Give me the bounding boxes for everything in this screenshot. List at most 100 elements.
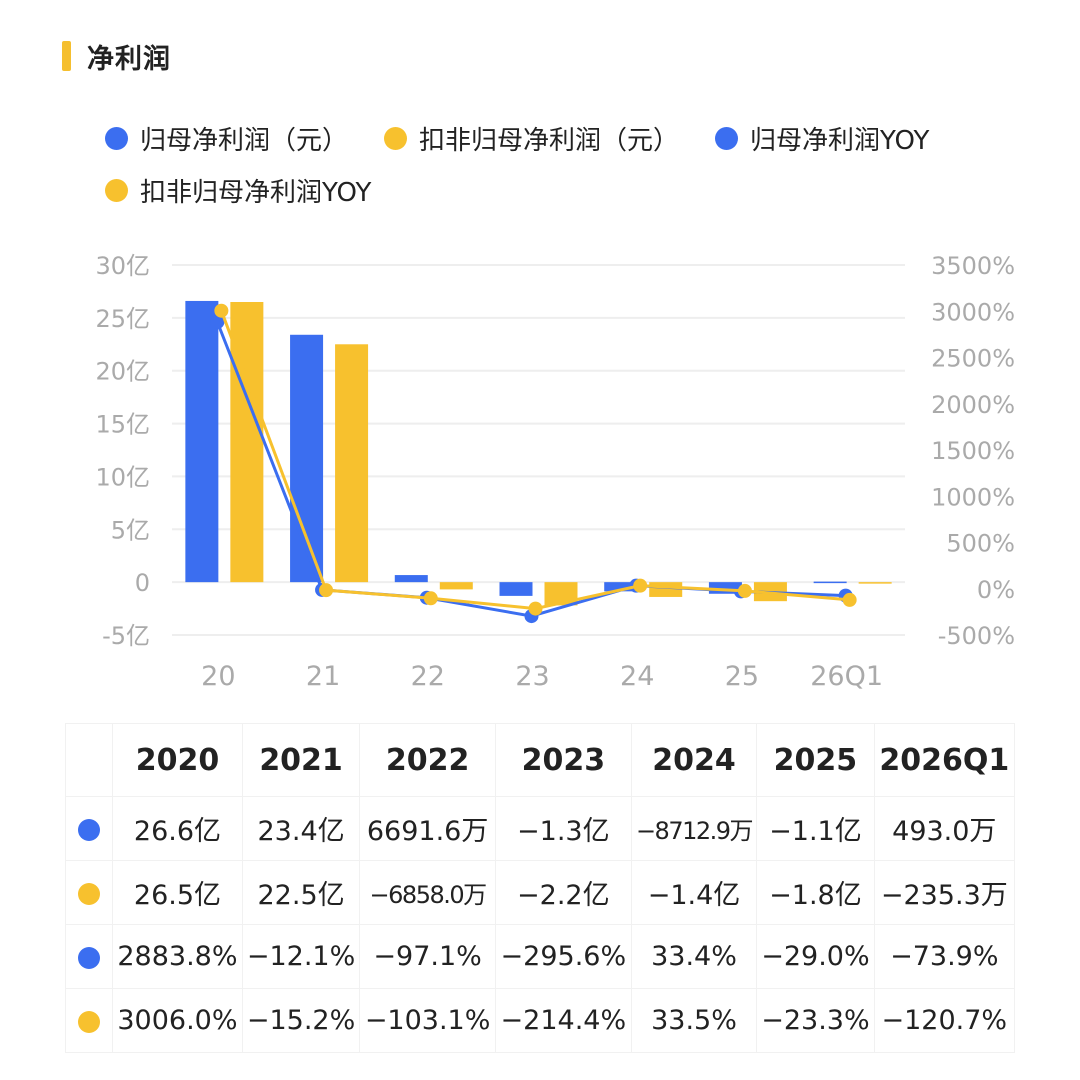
- legend-row-2: 扣非归母净利润YOY: [105, 164, 1005, 216]
- row-dot-cell: [65, 924, 113, 989]
- table-row: 2883.8% −12.1% −97.1% −295.6% 33.4% −29.…: [65, 924, 1016, 989]
- data-table: 2020 2021 2022 2023 2024 2025 2026Q1 26.…: [65, 723, 1016, 1053]
- table-cell: −1.1亿: [756, 796, 875, 861]
- bar-deducted-net-profit: [649, 582, 683, 597]
- bar-parent-net-profit: [813, 581, 847, 584]
- legend-label: 归母净利润（元）: [140, 125, 349, 156]
- table-cell: −295.6%: [494, 924, 632, 989]
- table-cell: −235.3万: [873, 860, 1016, 925]
- chart-legend: 归母净利润（元） 扣非归母净利润（元） 归母净利润YOY 扣非归母净利润YOY: [105, 112, 1005, 216]
- table-header-cell: 2022: [359, 723, 496, 797]
- right-axis-tick-label: 500%: [946, 530, 1015, 558]
- legend-dot-icon: [384, 126, 408, 150]
- left-axis-tick-label: 25亿: [95, 305, 150, 333]
- section-header: 净利润: [62, 36, 171, 76]
- left-axis-tick-label: 0: [135, 569, 150, 597]
- table-header-cell: 2024: [630, 723, 758, 797]
- table-cell: −12.1%: [241, 924, 361, 989]
- right-axis-tick-label: -500%: [938, 622, 1015, 650]
- legend-dot-icon: [105, 178, 128, 202]
- legend-dot-icon: [715, 126, 739, 150]
- bar-deducted-net-profit: [439, 582, 473, 590]
- bar-deducted-net-profit: [858, 582, 892, 584]
- legend-row-1: 归母净利润（元） 扣非归母净利润（元） 归母净利润YOY: [105, 112, 1005, 164]
- table-cell: 6691.6万: [359, 796, 496, 861]
- table-cell: 26.6亿: [112, 796, 243, 861]
- table-header-cell: 2023: [494, 723, 632, 797]
- table-cell: −6858.0万: [359, 860, 496, 925]
- point-deducted-yoy: [319, 583, 334, 598]
- row-dot-icon: [78, 1010, 100, 1033]
- right-axis-tick-label: 0%: [977, 576, 1015, 604]
- left-axis-tick-label: 20亿: [95, 358, 150, 386]
- bar-parent-net-profit: [394, 575, 428, 583]
- point-deducted-yoy: [423, 591, 438, 606]
- point-deducted-yoy: [528, 601, 543, 616]
- point-deducted-yoy: [737, 583, 752, 598]
- table-cell: 2883.8%: [112, 924, 243, 989]
- table-cell: 26.5亿: [112, 860, 243, 925]
- table-cell: −1.3亿: [494, 796, 632, 861]
- table-cell: 23.4亿: [241, 796, 361, 861]
- table-cell: −1.8亿: [756, 860, 875, 925]
- bar-parent-net-profit: [499, 582, 533, 596]
- table-cell: −2.2亿: [494, 860, 632, 925]
- legend-item-parent-yoy[interactable]: 归母净利润YOY: [715, 120, 929, 157]
- table-cell: 22.5亿: [241, 860, 361, 925]
- table-header-empty: [65, 723, 113, 797]
- x-axis-tick-label: 26Q1: [810, 661, 883, 692]
- row-dot-icon: [78, 818, 100, 841]
- table-cell: −73.9%: [873, 924, 1016, 989]
- net-profit-chart: 30亿 25亿 20亿 15亿 10亿 5亿 0 -5亿 3500% 3000% 2500% 2000…: [95, 252, 1015, 692]
- table-header-cell: 2021: [241, 723, 361, 797]
- bar-parent-net-profit: [708, 582, 742, 594]
- row-dot-cell: [65, 988, 113, 1053]
- table-header-cell: 2026Q1: [873, 723, 1016, 797]
- table-header-cell: 2025: [756, 723, 875, 797]
- left-axis-tick-label: 10亿: [95, 463, 150, 491]
- bar-parent-net-profit: [185, 300, 219, 583]
- legend-item-deducted-yoy[interactable]: 扣非归母净利润YOY: [105, 172, 371, 209]
- table-cell: −29.0%: [756, 924, 875, 989]
- right-axis-tick-label: 2500%: [931, 345, 1015, 373]
- legend-item-parent-net-profit[interactable]: 归母净利润（元）: [105, 120, 348, 157]
- table-cell: −23.3%: [756, 988, 875, 1053]
- x-axis-tick-label: 25: [725, 661, 759, 692]
- table-cell: −103.1%: [359, 988, 496, 1053]
- bar-deducted-net-profit: [335, 344, 369, 583]
- table-cell: 493.0万: [873, 796, 1016, 861]
- legend-item-deducted-net-profit[interactable]: 扣非归母净利润（元）: [384, 120, 679, 157]
- left-axis-tick-label: 30亿: [95, 252, 150, 280]
- x-axis-tick-label: 24: [620, 661, 654, 692]
- right-axis-tick-label: 2000%: [931, 391, 1015, 419]
- x-axis-tick-label: 20: [201, 661, 235, 692]
- point-parent-yoy: [210, 314, 225, 329]
- table-row: 26.6亿 23.4亿 6691.6万 −1.3亿 −8712.9万 −1.1亿…: [65, 796, 1016, 861]
- row-dot-icon: [78, 882, 100, 905]
- legend-label: 扣非归母净利润（元）: [419, 125, 680, 156]
- point-deducted-yoy: [214, 303, 229, 318]
- bar-parent-net-profit: [290, 334, 324, 583]
- row-dot-icon: [78, 946, 100, 969]
- table-cell: −15.2%: [241, 988, 361, 1053]
- right-axis-tick-label: 1500%: [931, 437, 1015, 465]
- point-deducted-yoy: [842, 592, 857, 607]
- table-row: 3006.0% −15.2% −103.1% −214.4% 33.5% −23…: [65, 988, 1016, 1053]
- bar-deducted-net-profit: [544, 582, 578, 606]
- section-title: 净利润: [87, 43, 171, 75]
- row-dot-cell: [65, 796, 113, 861]
- legend-dot-icon: [105, 126, 128, 150]
- bar-parent-net-profit: [604, 582, 638, 592]
- accent-bar: [62, 41, 71, 71]
- x-axis-tick-label: 23: [515, 661, 549, 692]
- table-cell: −214.4%: [494, 988, 632, 1053]
- row-dot-cell: [65, 860, 113, 925]
- table-cell: −8712.9万: [630, 796, 758, 861]
- legend-label: 归母净利润YOY: [750, 125, 930, 156]
- right-axis-tick-label: 3500%: [931, 252, 1015, 280]
- right-axis-tick-label: 3000%: [931, 298, 1015, 326]
- left-axis-tick-label: -5亿: [102, 622, 150, 650]
- table-cell: 33.4%: [630, 924, 758, 989]
- table-row: 26.5亿 22.5亿 −6858.0万 −2.2亿 −1.4亿 −1.8亿 −…: [65, 860, 1016, 925]
- x-axis-tick-label: 21: [306, 661, 340, 692]
